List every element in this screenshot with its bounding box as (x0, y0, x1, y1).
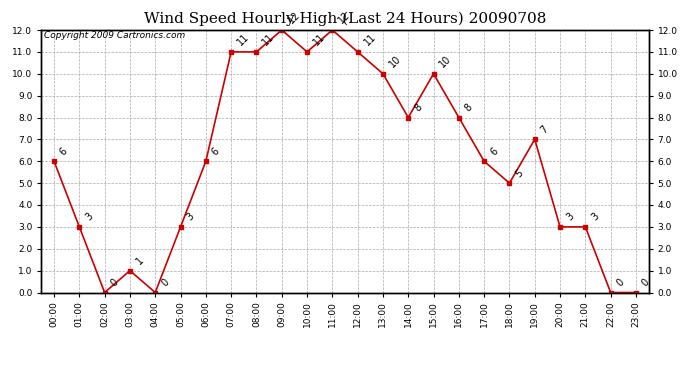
Text: 3: 3 (185, 211, 196, 223)
Text: 3: 3 (564, 211, 575, 223)
Text: 7: 7 (539, 124, 551, 135)
Text: 12: 12 (286, 10, 302, 26)
Text: Copyright 2009 Cartronics.com: Copyright 2009 Cartronics.com (44, 32, 186, 40)
Text: 0: 0 (159, 277, 171, 288)
Text: 6: 6 (210, 146, 221, 157)
Text: 11: 11 (235, 32, 251, 48)
Text: 10: 10 (387, 54, 403, 70)
Text: 6: 6 (58, 146, 70, 157)
Text: 3: 3 (589, 211, 601, 223)
Text: 1: 1 (134, 255, 146, 267)
Text: 11: 11 (362, 32, 377, 48)
Text: 11: 11 (261, 32, 277, 48)
Text: 6: 6 (489, 146, 500, 157)
Text: 11: 11 (311, 32, 327, 48)
Text: 3: 3 (83, 211, 95, 223)
Text: Wind Speed Hourly High (Last 24 Hours) 20090708: Wind Speed Hourly High (Last 24 Hours) 2… (144, 11, 546, 26)
Text: 12: 12 (337, 10, 353, 26)
Text: 0: 0 (615, 277, 627, 288)
Text: 0: 0 (109, 277, 120, 288)
Text: 5: 5 (513, 168, 525, 179)
Text: 0: 0 (640, 277, 651, 288)
Text: 10: 10 (437, 54, 453, 70)
Text: 8: 8 (463, 102, 475, 113)
Text: 8: 8 (413, 102, 424, 113)
